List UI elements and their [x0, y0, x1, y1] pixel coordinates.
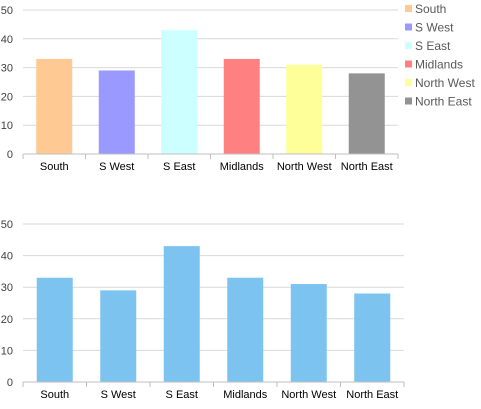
legend-swatch	[405, 42, 412, 49]
legend-label: S West	[415, 21, 454, 35]
x-tick-label: S East	[163, 161, 195, 173]
y-tick-label: 40	[1, 251, 13, 263]
x-tick-label: S East	[166, 389, 198, 401]
legend-label: Midlands	[415, 58, 463, 72]
x-tick-label: S West	[101, 389, 136, 401]
legend-swatch	[405, 5, 412, 12]
legend-label: North East	[415, 95, 472, 109]
bar	[36, 58, 73, 154]
bar	[163, 246, 200, 382]
y-tick-label: 50	[1, 5, 13, 17]
legend-swatch	[405, 79, 412, 86]
y-tick-label: 10	[1, 120, 13, 132]
bar	[161, 30, 198, 154]
bar	[286, 64, 323, 154]
bar	[36, 277, 73, 382]
y-tick-label: 20	[1, 91, 13, 103]
y-tick-label: 50	[1, 219, 13, 231]
bar	[98, 70, 135, 154]
y-tick-label: 10	[1, 345, 13, 357]
x-tick-label: North West	[281, 389, 336, 401]
legend-label: South	[415, 2, 446, 16]
y-tick-label: 30	[1, 282, 13, 294]
bar	[354, 293, 391, 382]
bar	[227, 277, 264, 382]
legend-label: North West	[415, 76, 475, 90]
legend-label: S East	[415, 39, 451, 53]
x-tick-label: North East	[341, 161, 393, 173]
x-tick-label: Midlands	[223, 389, 268, 401]
bar	[100, 290, 137, 382]
legend-swatch	[405, 23, 412, 31]
bar	[348, 73, 385, 154]
bar	[223, 58, 260, 154]
x-tick-label: North West	[277, 161, 332, 173]
y-tick-label: 0	[7, 149, 13, 161]
bar	[290, 284, 327, 382]
x-tick-label: Midlands	[220, 161, 265, 173]
legend-swatch	[405, 60, 412, 68]
y-tick-label: 0	[7, 377, 13, 389]
y-tick-label: 40	[1, 34, 13, 46]
x-tick-label: North East	[346, 389, 398, 401]
legend-swatch	[405, 97, 412, 105]
x-tick-label: South	[40, 161, 69, 173]
y-tick-label: 20	[1, 314, 13, 326]
y-tick-label: 30	[1, 63, 13, 75]
x-tick-label: S West	[99, 161, 134, 173]
x-tick-label: South	[40, 389, 69, 401]
